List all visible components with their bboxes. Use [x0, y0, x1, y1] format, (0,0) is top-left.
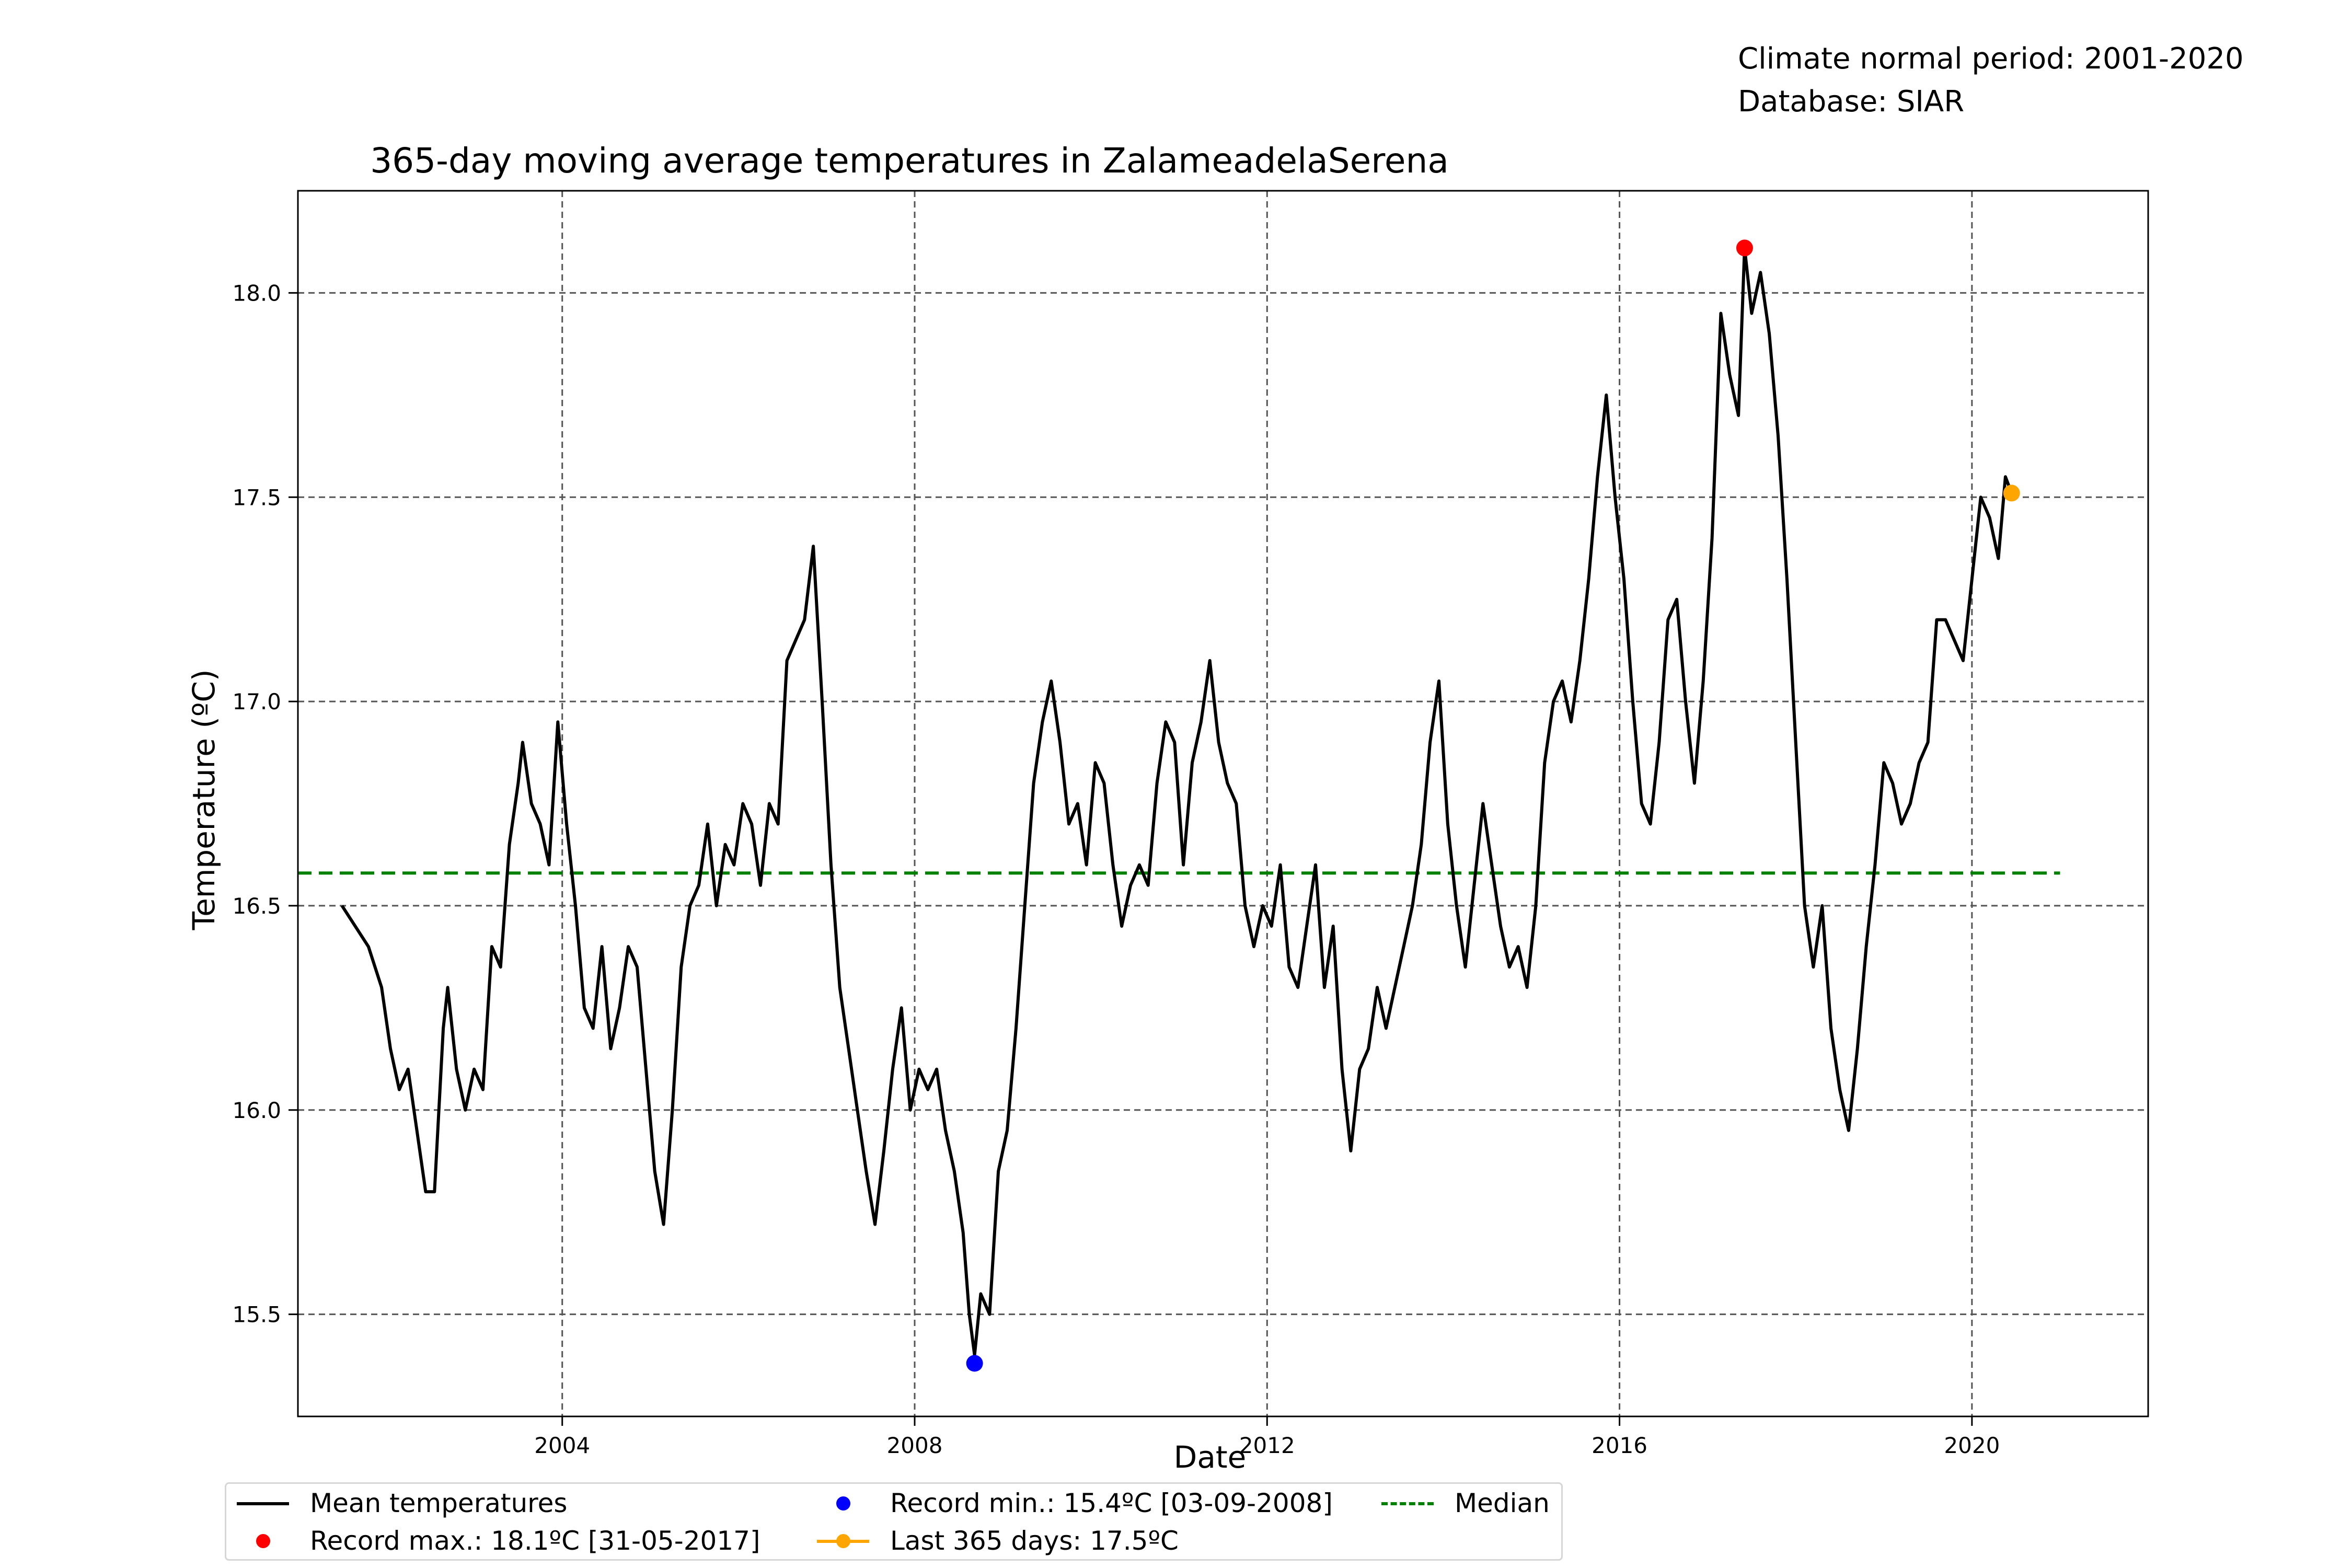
legend-label-median: Median — [1455, 1488, 1550, 1518]
legend-item-record-max: Record max.: 18.1ºC [31-05-2017] — [237, 1526, 760, 1556]
legend: Mean temperatures Record max.: 18.1ºC [3… — [225, 1482, 1563, 1561]
x-tick-label: 2012 — [1239, 1433, 1295, 1458]
legend-key-mean — [237, 1490, 289, 1516]
legend-key-record-max — [237, 1528, 289, 1554]
plot-area — [297, 190, 2149, 1417]
y-tick-label: 17.0 — [232, 689, 281, 714]
climate-normal-note: Climate normal period: 2001-2020 — [1738, 42, 2244, 76]
legend-key-record-min — [817, 1490, 869, 1516]
x-tick-label: 2004 — [534, 1433, 590, 1458]
y-tick-label: 18.0 — [232, 280, 281, 306]
legend-label-last-365: Last 365 days: 17.5ºC — [890, 1526, 1179, 1556]
x-tick-label: 2020 — [1944, 1433, 2000, 1458]
y-tick-label: 16.5 — [232, 893, 281, 919]
legend-label-mean: Mean temperatures — [310, 1488, 568, 1518]
legend-label-record-max: Record max.: 18.1ºC [31-05-2017] — [310, 1526, 760, 1556]
record-max-marker — [1736, 239, 1753, 257]
legend-item-median: Median — [1381, 1488, 1550, 1518]
chart-title: 365-day moving average temperatures in Z… — [370, 141, 1449, 181]
legend-item-mean: Mean temperatures — [237, 1488, 567, 1518]
y-tick-label: 16.0 — [232, 1098, 281, 1123]
mean-temperature-line — [340, 246, 2013, 1357]
legend-item-record-min: Record min.: 15.4ºC [03-09-2008] — [817, 1488, 1333, 1518]
y-tick-label: 17.5 — [232, 485, 281, 510]
record-min-marker — [966, 1355, 983, 1372]
legend-key-median — [1381, 1490, 1434, 1516]
axis-ticks: 2004 2008 2012 2016 2020 15.5 16.0 16.5 17.0 17.5… — [232, 280, 2000, 1458]
legend-label-record-min: Record min.: 15.4ºC [03-09-2008] — [890, 1488, 1333, 1518]
legend-item-last-365: Last 365 days: 17.5ºC — [817, 1526, 1179, 1556]
y-tick-label: 15.5 — [232, 1302, 281, 1328]
x-tick-label: 2008 — [887, 1433, 943, 1458]
y-axis-label: Temperature (ºC) — [186, 670, 222, 931]
last-365-days-marker — [2003, 485, 2020, 502]
database-note: Database: SIAR — [1738, 85, 1965, 119]
x-axis-label: Date — [1174, 1439, 1247, 1475]
x-tick-label: 2016 — [1592, 1433, 1647, 1458]
legend-key-last-365 — [817, 1528, 869, 1554]
grid-lines — [298, 191, 2148, 1416]
